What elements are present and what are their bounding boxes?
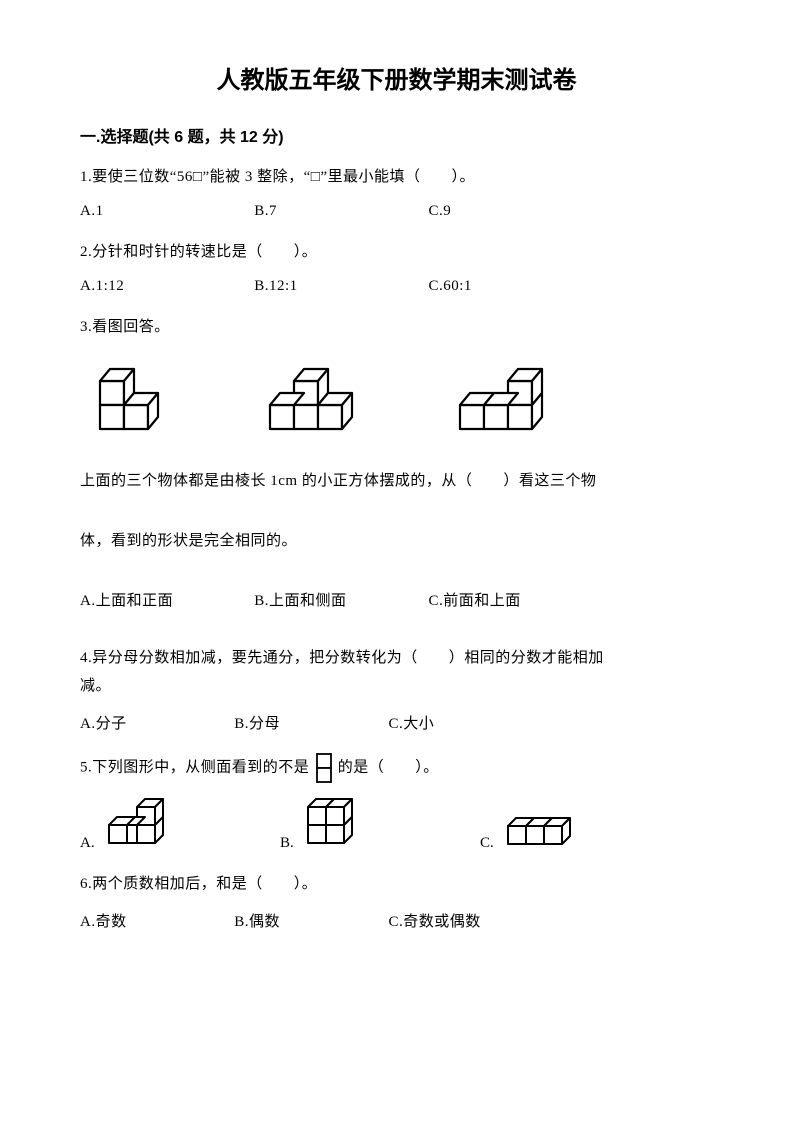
q3-fig-2 bbox=[260, 359, 390, 439]
q5-fig-a bbox=[99, 797, 189, 852]
q5-fig-b bbox=[298, 797, 368, 852]
q2-opt-c: C.60:1 bbox=[429, 278, 599, 295]
two-stacked-squares-icon bbox=[316, 753, 332, 783]
q3-line1: 上面的三个物体都是由棱长 1cm 的小正方体摆成的，从（ ）看这三个物 bbox=[80, 469, 713, 493]
q5-post: 的是（ ）。 bbox=[338, 760, 439, 776]
q1-opt-c: C.9 bbox=[429, 203, 599, 220]
q2-text: 2.分针和时针的转速比是（ ）。 bbox=[80, 240, 713, 264]
q1-options: A.1 B.7 C.9 bbox=[80, 203, 713, 220]
q3-figures bbox=[90, 359, 713, 439]
q5-options: A. B bbox=[80, 797, 713, 852]
q5-opt-b-label: B. bbox=[280, 835, 294, 852]
q5-opt-a-label: A. bbox=[80, 835, 95, 852]
q4-line1: 4.异分母分数相加减，要先通分，把分数转化为（ ）相同的分数才能相加 bbox=[80, 646, 713, 670]
q6-opt-c: C.奇数或偶数 bbox=[389, 910, 539, 931]
section-1-head: 一.选择题(共 6 题，共 12 分) bbox=[80, 123, 713, 147]
q3-opt-a: A.上面和正面 bbox=[80, 589, 250, 610]
q3-opt-c: C.前面和上面 bbox=[429, 589, 599, 610]
q6-opt-b: B.偶数 bbox=[234, 910, 384, 931]
q4-opt-a: A.分子 bbox=[80, 712, 230, 733]
q6-options: A.奇数 B.偶数 C.奇数或偶数 bbox=[80, 910, 713, 931]
q2-opt-b: B.12:1 bbox=[254, 278, 424, 295]
q4-opt-c: C.大小 bbox=[389, 712, 539, 733]
q2-opt-a: A.1:12 bbox=[80, 278, 250, 295]
q1-text: 1.要使三位数“56□”能被 3 整除，“□”里最小能填（ ）。 bbox=[80, 165, 713, 189]
q5-pre: 5.下列图形中，从侧面看到的不是 bbox=[80, 760, 309, 776]
q3-opt-b: B.上面和侧面 bbox=[254, 589, 424, 610]
page-title: 人教版五年级下册数学期末测试卷 bbox=[80, 60, 713, 95]
q3-fig-3 bbox=[450, 359, 580, 439]
q3-fig-1 bbox=[90, 359, 200, 439]
q2-options: A.1:12 B.12:1 C.60:1 bbox=[80, 278, 713, 295]
q5-fig-c bbox=[498, 812, 588, 852]
q4-opt-b: B.分母 bbox=[234, 712, 384, 733]
q6-opt-a: A.奇数 bbox=[80, 910, 230, 931]
q6-text: 6.两个质数相加后，和是（ ）。 bbox=[80, 872, 713, 896]
q3-text: 3.看图回答。 bbox=[80, 315, 713, 339]
q1-opt-b: B.7 bbox=[254, 203, 424, 220]
q1-opt-a: A.1 bbox=[80, 203, 250, 220]
q5-opt-c-label: C. bbox=[480, 835, 494, 852]
exam-page: 人教版五年级下册数学期末测试卷 一.选择题(共 6 题，共 12 分) 1.要使… bbox=[0, 0, 793, 1122]
q4-line2: 减。 bbox=[80, 674, 713, 698]
q3-options: A.上面和正面 B.上面和侧面 C.前面和上面 bbox=[80, 589, 713, 610]
q4-options: A.分子 B.分母 C.大小 bbox=[80, 712, 713, 733]
q5-text: 5.下列图形中，从侧面看到的不是 的是（ ）。 bbox=[80, 753, 713, 783]
q3-line2: 体，看到的形状是完全相同的。 bbox=[80, 529, 713, 553]
